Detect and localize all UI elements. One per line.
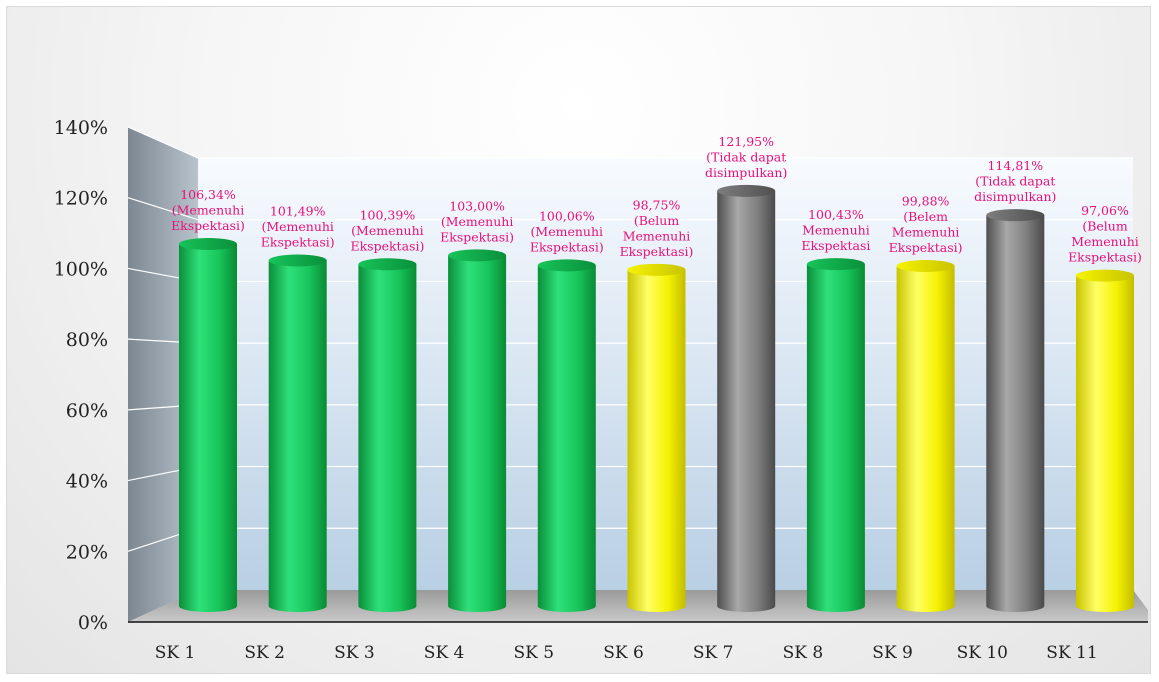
bar-top	[179, 238, 237, 250]
x-tick-label: SK 8	[783, 643, 824, 663]
bar-top	[806, 258, 865, 271]
x-tick-label: SK 9	[872, 643, 913, 663]
y-axis-ticks: 0% 20% 40% 60% 80% 100% 120% 140%	[54, 117, 108, 634]
bar-top	[1076, 269, 1134, 282]
bar-10	[986, 209, 1045, 613]
x-tick-label: SK 2	[244, 643, 285, 663]
bar-3	[358, 258, 417, 612]
y-tick-label: 140%	[54, 117, 108, 139]
data-label: 97,06% (Belum Memenuhi Ekspektasi)	[1068, 203, 1142, 265]
bar-8	[806, 258, 865, 612]
bar-body	[179, 244, 237, 612]
bar-top	[268, 254, 327, 267]
gridline-side	[127, 197, 199, 221]
x-tick-label: SK 5	[514, 643, 555, 663]
x-tick-label: SK 7	[693, 643, 734, 663]
bar-11	[1076, 269, 1134, 612]
x-tick-label: SK 11	[1046, 643, 1097, 663]
y-tick-label: 0%	[78, 612, 108, 634]
y-tick-label: 120%	[54, 188, 108, 210]
x-tick-label: SK 3	[334, 643, 375, 663]
y-tick-label: 100%	[54, 258, 108, 280]
bar-top	[358, 258, 417, 271]
x-tick-label: SK 10	[957, 643, 1008, 663]
bar-4	[448, 249, 507, 613]
data-label: 100,43% Memenuhi Ekspektasi	[801, 207, 870, 253]
bar-body	[1076, 275, 1134, 612]
data-label: 98,75% (Belum Memenuhi Ekspektasi)	[620, 197, 694, 259]
bar-top	[986, 209, 1045, 222]
bar-5	[537, 259, 596, 612]
data-label: 103,00% (Memenuhi Ekspektasi)	[440, 198, 514, 244]
bar-body	[717, 190, 776, 612]
bar-body	[358, 264, 417, 612]
bar-6	[627, 263, 686, 612]
data-label: 121,95% (Tidak dapat disimpulkan)	[705, 134, 787, 180]
bar-top	[717, 184, 776, 197]
bar-body	[448, 255, 507, 613]
bar-body	[896, 265, 955, 612]
data-label: 100,39% (Memenuhi Ekspektasi)	[350, 207, 424, 253]
data-label: 101,49% (Memenuhi Ekspektasi)	[261, 204, 335, 250]
bar-body	[806, 264, 865, 612]
data-label: 114,81% (Tidak dapat disimpulkan)	[974, 158, 1056, 204]
y-tick-label: 60%	[66, 400, 108, 422]
data-label: 99,88% (Belem Memenuhi Ekspektasi)	[889, 193, 963, 255]
bar-2	[268, 254, 327, 612]
bar-body	[986, 215, 1045, 613]
x-axis-categories: SK 1 SK 2 SK 3 SK 4 SK 5 SK 6 SK 7 SK 8 SK 9 SK 1…	[155, 643, 1098, 663]
bar-top	[448, 249, 507, 262]
bar-body	[268, 260, 327, 612]
y-tick-label: 40%	[66, 471, 108, 493]
x-tick-label: SK 4	[424, 643, 465, 663]
y-tick-label: 20%	[66, 541, 108, 563]
data-label: 100,06% (Memenuhi Ekspektasi)	[530, 208, 604, 254]
data-label: 106,34% (Memenuhi Ekspektasi)	[171, 187, 245, 233]
data-labels: 106,34% (Memenuhi Ekspektasi) 101,49% (Memen…	[171, 134, 1142, 265]
bar-body	[627, 269, 686, 612]
bar-body	[537, 265, 596, 612]
bar-7	[717, 184, 776, 612]
bar-top	[537, 259, 596, 272]
x-tick-label: SK 1	[155, 643, 196, 663]
y-tick-label: 80%	[66, 329, 108, 351]
bar-top	[627, 263, 686, 276]
bar-top	[896, 259, 955, 272]
bar-9	[896, 259, 955, 612]
bars	[179, 184, 1134, 613]
x-tick-label: SK 6	[603, 643, 644, 663]
bar-1	[179, 238, 237, 612]
gridline-side	[127, 126, 199, 159]
